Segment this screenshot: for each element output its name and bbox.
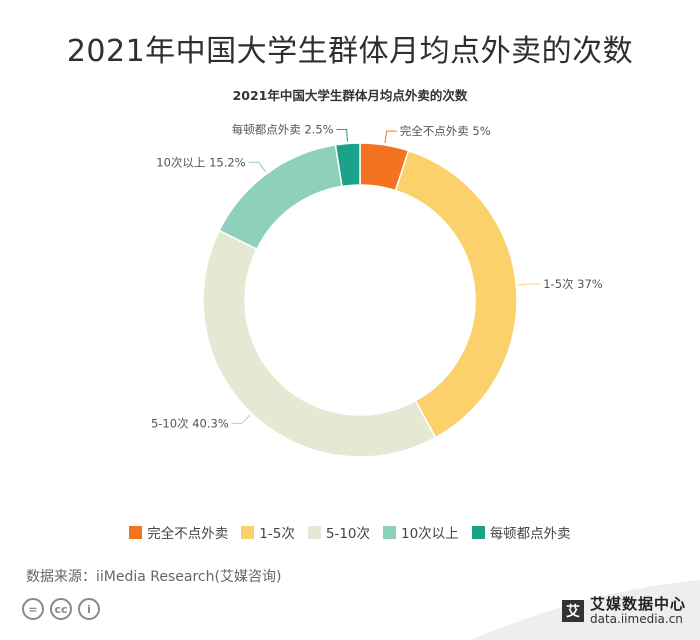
legend-item-0: 完全不点外卖 — [129, 522, 228, 542]
leader-line-1 — [518, 283, 541, 286]
footer-band — [470, 580, 700, 640]
data-label-1: 1-5次 37% — [543, 277, 603, 291]
source-note: 数据来源：iiMedia Research(艾媒咨询) — [26, 569, 282, 585]
leader-line-4 — [336, 129, 349, 142]
legend-label-3: 10次以上 — [401, 526, 459, 542]
chart-legend: 完全不点外卖 1-5次 5-10次 10次以上 每顿都点外卖 — [0, 522, 700, 542]
legend-label-0: 完全不点外卖 — [147, 526, 229, 542]
data-label-2: 5-10次 40.3% — [151, 417, 229, 431]
person-icon: i — [78, 598, 100, 620]
data-label-4: 每顿都点外卖 2.5% — [232, 123, 334, 137]
brand-url: data.iimedia.cn — [590, 611, 683, 626]
legend-label-1: 1-5次 — [259, 526, 295, 542]
legend-swatch-1 — [241, 525, 255, 539]
brand-name: 艾媒数据中心 — [590, 595, 687, 613]
legend-swatch-2 — [307, 525, 321, 539]
legend-swatch-0 — [129, 525, 143, 539]
data-label-3: 10次以上 15.2% — [156, 155, 245, 169]
donut-chart: 2021年中国大学生群体月均点外卖的次数 完全不点外卖 5% 1-5次 37% 5-… — [151, 88, 603, 458]
brand-block: 艾 艾媒数据中心 data.iimedia.cn — [562, 596, 686, 626]
chart-title: 2021年中国大学生群体月均点外卖的次数 — [233, 88, 468, 103]
legend-item-1: 1-5次 — [241, 522, 295, 542]
cc-icon: cc — [50, 598, 72, 620]
legend-item-2: 5-10次 — [307, 522, 370, 542]
legend-item-4: 每顿都点外卖 — [471, 522, 571, 542]
legend-item-3: 10次以上 — [383, 522, 459, 542]
leader-line-2 — [231, 414, 251, 425]
license-icons: = cc i — [22, 598, 100, 620]
donut-slice-2 — [202, 229, 437, 458]
equal-icon: = — [22, 598, 44, 620]
legend-swatch-4 — [471, 525, 485, 539]
donut-slice-4 — [334, 142, 361, 188]
page-title: 2021年中国大学生群体月均点外卖的次数 — [66, 34, 634, 69]
donut-slice-1 — [394, 149, 518, 439]
legend-label-4: 每顿都点外卖 — [489, 526, 571, 542]
leader-line-0 — [384, 130, 397, 144]
leader-line-3 — [248, 161, 267, 173]
brand-logo-icon: 艾 — [562, 599, 584, 622]
legend-swatch-3 — [383, 525, 396, 539]
data-label-0: 完全不点外卖 5% — [400, 124, 491, 138]
legend-label-2: 5-10次 — [325, 526, 370, 542]
